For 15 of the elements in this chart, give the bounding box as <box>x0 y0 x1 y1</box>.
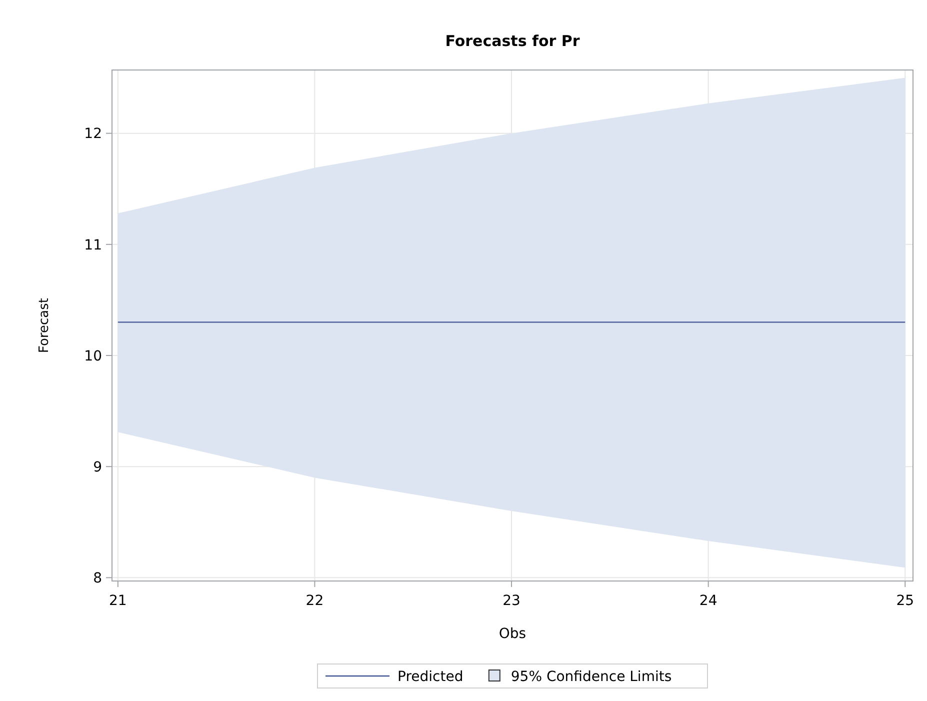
y-tick-label: 12 <box>84 126 102 142</box>
legend-label: 95% Confidence Limits <box>510 668 672 685</box>
x-axis-title: Obs <box>498 626 526 642</box>
legend-label: Predicted <box>398 668 464 685</box>
x-tick-label: 23 <box>502 593 520 609</box>
y-tick-label: 9 <box>93 459 102 476</box>
x-tick-label: 22 <box>306 593 324 609</box>
x-tick-label: 24 <box>699 593 718 609</box>
x-tick-label: 21 <box>108 593 127 609</box>
y-tick-label: 8 <box>93 570 102 587</box>
y-axis-title: Forecast <box>37 298 52 354</box>
y-tick-label: 11 <box>84 237 102 254</box>
x-tick-label: 25 <box>896 593 914 609</box>
y-tick-label: 10 <box>84 348 102 364</box>
chart-title: Forecasts for Pr <box>445 32 580 50</box>
